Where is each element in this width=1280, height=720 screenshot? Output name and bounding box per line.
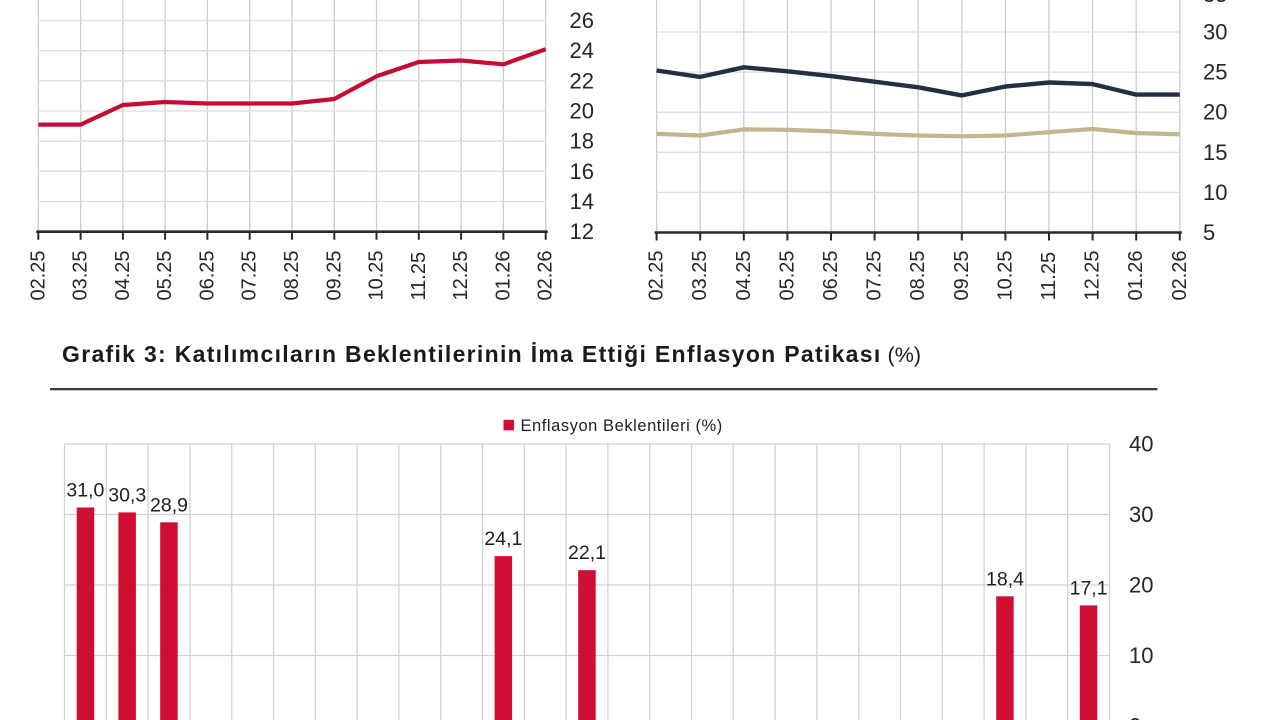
svg-text:12: 12 (570, 219, 594, 244)
svg-text:25: 25 (1203, 60, 1227, 85)
svg-text:18,4: 18,4 (986, 568, 1024, 590)
svg-text:02.26: 02.26 (1169, 250, 1191, 300)
svg-text:02.25: 02.25 (27, 250, 49, 300)
svg-text:05.25: 05.25 (776, 250, 798, 300)
svg-text:11.25: 11.25 (408, 252, 430, 301)
svg-text:16: 16 (570, 159, 594, 184)
svg-text:20: 20 (570, 99, 594, 124)
svg-text:12.25: 12.25 (1082, 250, 1104, 300)
svg-text:30: 30 (1203, 20, 1227, 45)
svg-text:30,3: 30,3 (108, 484, 146, 506)
svg-text:22,1: 22,1 (568, 542, 606, 564)
svg-text:10: 10 (1129, 643, 1153, 668)
svg-text:07.25: 07.25 (864, 250, 886, 300)
svg-text:35: 35 (1203, 0, 1227, 7)
svg-text:24: 24 (570, 38, 594, 63)
svg-text:06.25: 06.25 (196, 250, 218, 300)
svg-text:12.25: 12.25 (450, 250, 472, 300)
svg-text:02.26: 02.26 (535, 250, 557, 300)
svg-text:05.25: 05.25 (154, 250, 176, 300)
svg-text:07.25: 07.25 (239, 250, 261, 300)
svg-text:40: 40 (1129, 432, 1153, 457)
svg-text:30: 30 (1129, 502, 1153, 527)
svg-text:17,1: 17,1 (1070, 577, 1108, 599)
svg-text:04.25: 04.25 (112, 250, 134, 300)
svg-text:10: 10 (1203, 180, 1227, 205)
svg-text:01.26: 01.26 (1125, 250, 1147, 300)
svg-text:20: 20 (1129, 573, 1153, 598)
svg-text:5: 5 (1203, 220, 1215, 245)
svg-text:Grafik 3: Katılımcıların Bekle: Grafik 3: Katılımcıların Beklentilerinin… (62, 341, 921, 367)
svg-text:09.25: 09.25 (323, 250, 345, 300)
svg-text:11.25: 11.25 (1038, 252, 1060, 301)
svg-text:15: 15 (1203, 140, 1227, 165)
svg-text:22: 22 (570, 68, 594, 93)
svg-text:0: 0 (1129, 714, 1141, 720)
svg-text:08.25: 08.25 (281, 250, 303, 300)
svg-text:04.25: 04.25 (733, 250, 755, 300)
svg-text:06.25: 06.25 (820, 250, 842, 300)
svg-text:10.25: 10.25 (366, 250, 388, 300)
svg-text:10.25: 10.25 (994, 250, 1016, 300)
svg-text:09.25: 09.25 (951, 250, 973, 300)
svg-text:18: 18 (570, 129, 594, 154)
svg-text:03.25: 03.25 (70, 250, 92, 300)
svg-text:02.25: 02.25 (646, 250, 668, 300)
svg-text:26: 26 (570, 8, 594, 33)
svg-text:20: 20 (1203, 100, 1227, 125)
svg-text:31,0: 31,0 (66, 480, 104, 502)
svg-text:03.25: 03.25 (689, 250, 711, 300)
svg-text:14: 14 (570, 189, 594, 214)
svg-text:24,1: 24,1 (484, 528, 522, 550)
svg-text:Enflasyon Beklentileri (%): Enflasyon Beklentileri (%) (521, 417, 723, 435)
svg-text:08.25: 08.25 (907, 250, 929, 300)
svg-text:28,9: 28,9 (150, 494, 188, 516)
svg-text:01.26: 01.26 (492, 250, 514, 300)
